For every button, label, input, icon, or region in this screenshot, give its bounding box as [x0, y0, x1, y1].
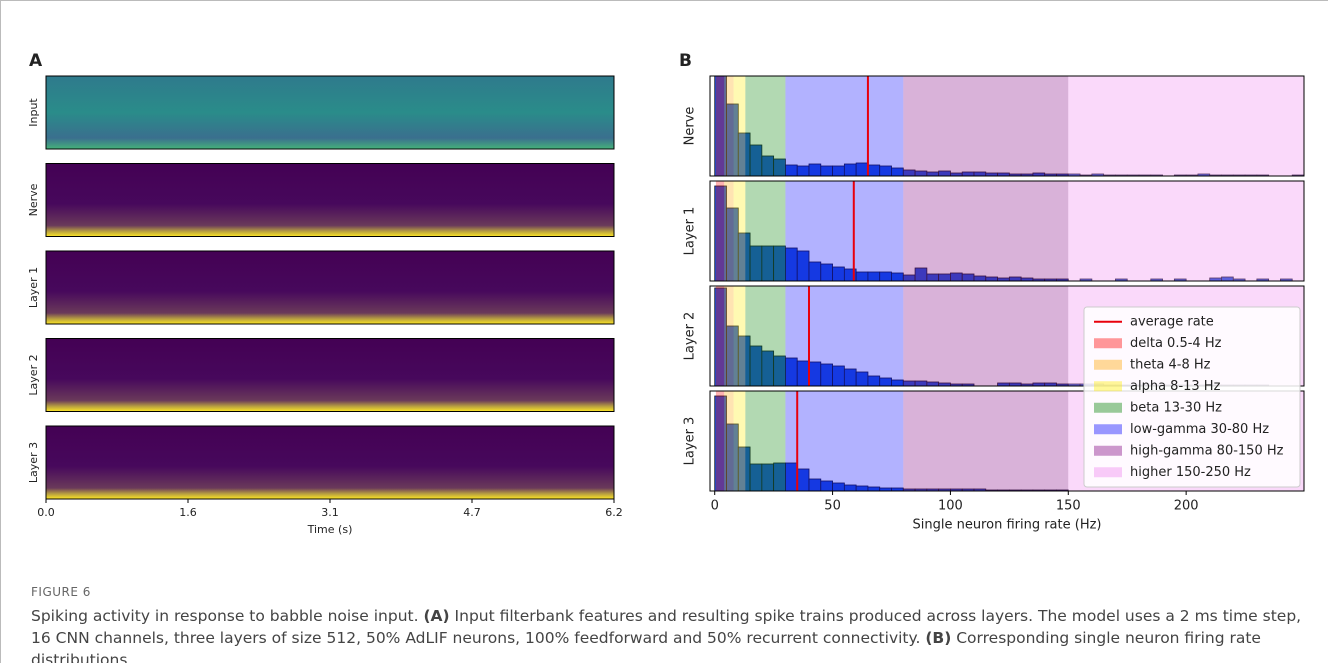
axes-frame	[709, 180, 1305, 282]
raster-image	[45, 163, 615, 237]
frequency-band	[1068, 181, 1304, 281]
axes-frame	[709, 75, 1305, 177]
legend-swatch	[1094, 424, 1122, 435]
frequency-band	[1068, 76, 1304, 176]
y-axis-label: Layer 2	[683, 312, 698, 361]
legend-swatch	[1094, 359, 1122, 370]
caption-text: (B)	[925, 629, 952, 647]
frequency-band	[785, 76, 904, 176]
legend-swatch	[1094, 338, 1122, 349]
caption-text: (A)	[423, 607, 450, 625]
frequency-band	[785, 286, 904, 386]
frequency-band	[733, 391, 746, 491]
frequency-band	[903, 76, 1069, 176]
frequency-band	[724, 391, 734, 491]
x-tick-label: 200	[1174, 499, 1199, 514]
legend-label: beta 13-30 Hz	[1130, 400, 1222, 415]
frequency-band	[733, 181, 746, 281]
frequency-band	[745, 76, 786, 176]
raster-image	[45, 425, 615, 500]
row-label: Layer 1	[27, 267, 40, 308]
legend-label: higher 150-250 Hz	[1130, 465, 1251, 480]
frequency-band	[903, 181, 1069, 281]
frequency-band	[745, 286, 786, 386]
x-tick-label: 150	[1056, 499, 1081, 514]
frequency-band	[745, 181, 786, 281]
frequency-band	[715, 391, 725, 491]
x-tick-label: 3.1	[321, 506, 339, 519]
x-tick-label: 1.6	[179, 506, 197, 519]
frequency-band	[785, 181, 904, 281]
row-label: Layer 2	[27, 354, 40, 395]
x-tick-label: 6.2	[605, 506, 623, 519]
x-tick-label: 100	[938, 499, 963, 514]
row-label: Input	[27, 98, 40, 127]
y-axis-label: Layer 3	[683, 417, 698, 466]
figure-label: FIGURE 6	[31, 585, 91, 599]
frequency-band	[724, 286, 734, 386]
panel-label: A	[29, 51, 43, 71]
panel-label: B	[679, 51, 692, 71]
x-tick-label: 0	[711, 499, 719, 514]
x-tick-label: 0.0	[37, 506, 55, 519]
frequency-band	[903, 391, 1069, 491]
frequency-band	[724, 181, 734, 281]
frequency-band	[903, 286, 1069, 386]
raster-image	[45, 338, 615, 412]
frequency-band	[715, 286, 725, 386]
raster-image	[45, 75, 615, 150]
legend: average rate delta 0.5-4 Hz theta 4-8 Hz al…	[1083, 306, 1301, 488]
frequency-band	[715, 181, 725, 281]
axes-frame	[709, 390, 1305, 492]
x-tick-label: 50	[824, 499, 841, 514]
caption-text: Corresponding single neuron firing rate …	[31, 629, 1261, 663]
legend-label: alpha 8-13 Hz	[1130, 379, 1221, 394]
caption-text: Spiking activity in response to babble n…	[31, 607, 424, 625]
row-label: Nerve	[27, 183, 40, 216]
chart: A Input Nerve Layer 1 Layer 2 Layer 3 0.0 1.6 3.…	[27, 51, 1305, 536]
legend-label: high-gamma 80-150 Hz	[1130, 443, 1284, 458]
subplot: Nerve	[683, 75, 1305, 177]
legend-label: average rate	[1130, 314, 1214, 329]
legend-swatch	[1094, 402, 1122, 413]
caption: Spiking activity in response to babble n…	[31, 605, 1311, 663]
plot-area	[710, 76, 1304, 176]
legend-label: low-gamma 30-80 Hz	[1130, 422, 1269, 437]
axes-frame	[709, 285, 1305, 387]
x-axis-label: Time (s)	[307, 523, 353, 536]
legend-swatch	[1094, 467, 1122, 478]
y-axis-label: Layer 1	[683, 207, 698, 256]
frequency-band	[724, 76, 734, 176]
raster-image	[45, 250, 615, 325]
subplot: Layer 1	[683, 180, 1305, 282]
y-axis-label: Nerve	[683, 107, 698, 146]
frequency-band	[733, 286, 746, 386]
x-axis-label: Single neuron firing rate (Hz)	[912, 518, 1101, 533]
caption-text: Input filterbank features and resulting …	[31, 607, 1302, 647]
legend-label: theta 4-8 Hz	[1130, 357, 1211, 372]
frequency-band	[745, 391, 786, 491]
legend-swatch	[1094, 381, 1122, 392]
legend-box	[1083, 306, 1301, 488]
x-tick-label: 4.7	[463, 506, 481, 519]
row-label: Layer 3	[27, 442, 40, 483]
frequency-band	[785, 391, 904, 491]
legend-label: delta 0.5-4 Hz	[1130, 336, 1222, 351]
frequency-band	[715, 76, 725, 176]
frequency-band	[733, 76, 746, 176]
legend-swatch	[1094, 445, 1122, 456]
